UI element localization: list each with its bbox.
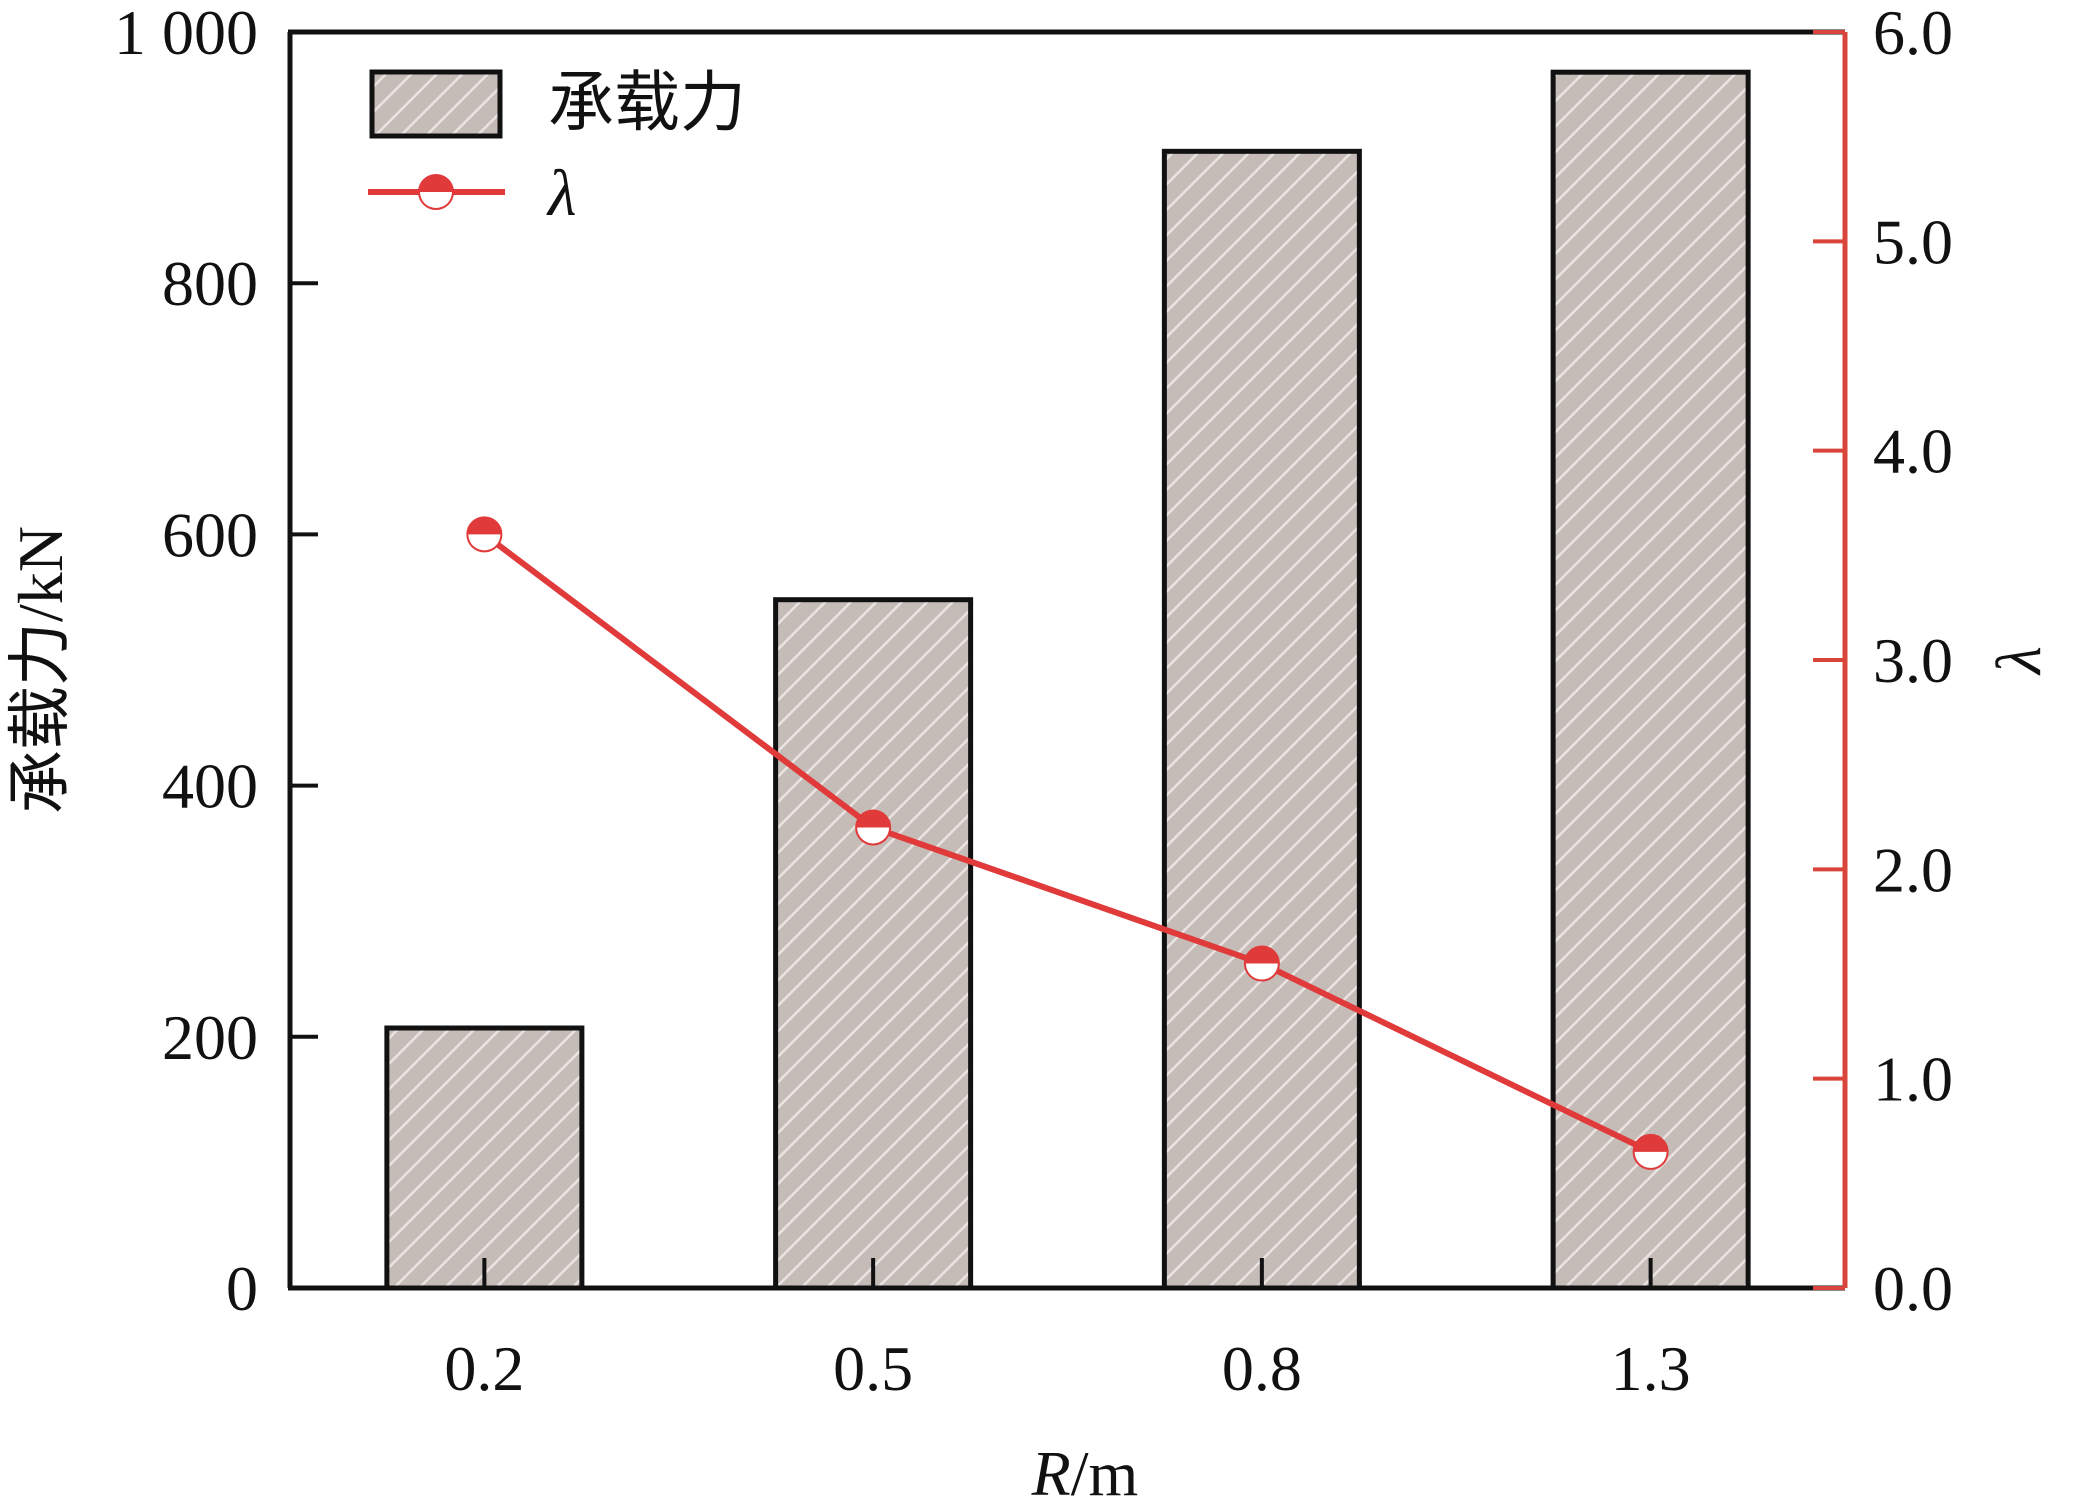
legend-bar-label: 承载力 [548, 67, 746, 140]
y-axis-left-title: 承载力/kN [5, 526, 76, 814]
right-tick-label-4: 4.0 [1873, 416, 1953, 487]
left-tick-label-3: 600 [162, 499, 258, 570]
x-axis-title-var: R [1031, 1438, 1071, 1500]
lambda-point-half-1.3 [1634, 1151, 1667, 1168]
x-tick-label-0.8: 0.8 [1222, 1333, 1302, 1404]
left-tick-label-2: 400 [162, 751, 258, 822]
x-axis-title: R/m [1031, 1438, 1139, 1500]
legend: 承载力 λ [368, 67, 746, 230]
x-ticks: 0.2 0.5 0.8 1.3 [444, 1258, 1691, 1404]
legend-line-label: λ [546, 157, 577, 230]
right-tick-label-2: 2.0 [1873, 834, 1953, 905]
x-tick-label-1.3: 1.3 [1611, 1333, 1691, 1404]
bar-0.2 [384, 1025, 585, 1291]
lambda-line-series [466, 516, 1669, 1170]
legend-bar-swatch [369, 69, 503, 139]
lambda-point-half-0.2 [468, 534, 501, 551]
right-tick-label-3: 3.0 [1873, 625, 1953, 696]
left-tick-label-4: 800 [162, 248, 258, 319]
x-tick-label-0.5: 0.5 [833, 1333, 913, 1404]
x-tick-label-0.2: 0.2 [444, 1333, 524, 1404]
left-tick-label-1: 200 [162, 1002, 258, 1073]
right-tick-label-0: 0.0 [1873, 1253, 1953, 1324]
left-tick-label-0: 0 [226, 1253, 258, 1324]
right-tick-label-1: 1.0 [1873, 1044, 1953, 1115]
left-axis: 0 200 400 600 800 1 000 [114, 0, 1845, 1324]
bar-series [384, 69, 1751, 1291]
right-axis: 0.0 1.0 2.0 3.0 4.0 5.0 6.0 [1813, 0, 1953, 1324]
bar-0.8 [1161, 148, 1362, 1291]
left-tick-label-5: 1 000 [114, 0, 258, 68]
x-axis-title-unit: /m [1071, 1438, 1139, 1500]
lambda-line [482, 532, 1652, 1155]
lambda-point-half-0.8 [1245, 963, 1278, 980]
right-tick-label-6: 6.0 [1873, 0, 1953, 68]
bar-1.3 [1550, 69, 1751, 1291]
legend-line-marker-half [420, 192, 452, 208]
y-axis-right-title: λ [1983, 646, 2054, 676]
bar-0.5 [773, 597, 974, 1291]
right-tick-label-5: 5.0 [1873, 206, 1953, 277]
lambda-point-half-0.5 [857, 827, 890, 844]
